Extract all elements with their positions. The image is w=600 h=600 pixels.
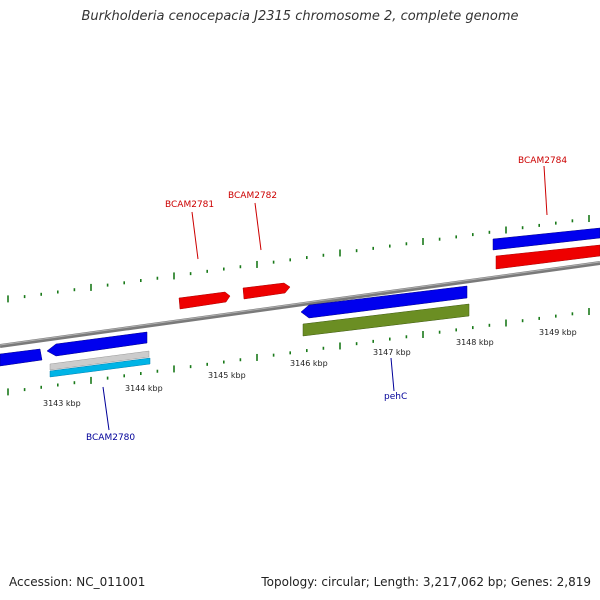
bcam2781-leader <box>191 211 199 260</box>
scale-label-3146: 3146 kbp <box>290 359 328 368</box>
map-title: Burkholderia cenocepacia J2315 chromosom… <box>81 9 519 24</box>
gene-pehc-cds[interactable] <box>300 285 468 319</box>
accession-text: Accession: NC_011001 <box>9 575 146 589</box>
bcam2780-leader <box>102 386 110 431</box>
gene-bcam2784-cds[interactable] <box>492 227 600 251</box>
bcam2784-leader <box>543 165 548 216</box>
bcam2782-leader <box>254 202 262 251</box>
gene-pehc-feature[interactable] <box>302 303 470 337</box>
scale-label-3145: 3145 kbp <box>208 371 246 380</box>
gene-label-bcam2781[interactable]: BCAM2781 <box>165 200 214 210</box>
scale-label-3144: 3144 kbp <box>125 384 163 393</box>
gene-bcam2781-arrow[interactable] <box>178 291 231 310</box>
lower-tick-track <box>7 308 590 396</box>
scale-label-3148: 3148 kbp <box>456 338 494 347</box>
gene-bcam2780-cyan[interactable] <box>49 357 151 378</box>
gene-bcam2780-rna[interactable] <box>49 350 150 371</box>
scale-label-3143: 3143 kbp <box>43 399 81 408</box>
gene-label-bcam2784[interactable]: BCAM2784 <box>518 156 567 166</box>
gene-bcam2784-arrow[interactable] <box>495 244 600 270</box>
chromosome-backbone-highlight <box>0 261 600 346</box>
chromosome-backbone <box>0 261 600 348</box>
scale-label-3149: 3149 kbp <box>539 328 577 337</box>
gene-bcam2782-arrow[interactable] <box>242 282 291 300</box>
gene-label-pehc[interactable]: pehC <box>384 392 407 402</box>
upper-tick-track <box>7 215 590 303</box>
scale-label-3147: 3147 kbp <box>373 348 411 357</box>
gene-left-edge-cds[interactable] <box>0 348 43 367</box>
genome-summary-text: Topology: circular; Length: 3,217,062 bp… <box>261 575 591 589</box>
gene-label-bcam2780[interactable]: BCAM2780 <box>86 433 135 443</box>
gene-bcam2780-cds[interactable] <box>46 331 148 357</box>
gene-label-bcam2782[interactable]: BCAM2782 <box>228 191 277 201</box>
pehc-leader <box>390 357 395 392</box>
